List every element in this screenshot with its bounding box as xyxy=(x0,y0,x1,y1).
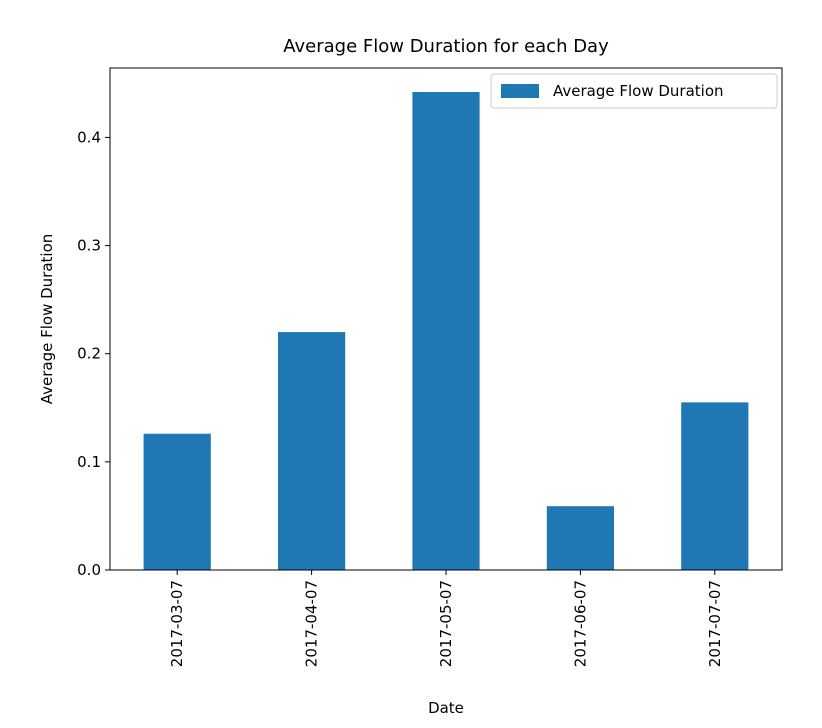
y-tick-label: 0.2 xyxy=(77,345,101,363)
x-tick-label: 2017-03-07 xyxy=(168,580,186,667)
x-tick-label: 2017-05-07 xyxy=(437,580,455,667)
y-tick-label: 0.3 xyxy=(77,237,101,255)
bar xyxy=(681,402,749,570)
x-tick-label: 2017-04-07 xyxy=(303,580,321,667)
y-axis-label: Average Flow Duration xyxy=(38,234,56,405)
chart-title: Average Flow Duration for each Day xyxy=(283,36,609,57)
bar xyxy=(546,506,614,570)
legend-swatch xyxy=(501,84,539,98)
legend-frame xyxy=(490,73,778,109)
x-tick-label: 2017-07-07 xyxy=(706,580,724,667)
plot-area: 0.0 0.1 0.2 0.3 0.4 2017-03-07 2017-04-07 2017-… xyxy=(77,67,783,667)
y-tick-label: 0.1 xyxy=(77,453,101,471)
bar xyxy=(278,332,346,570)
y-tick-label: 0.4 xyxy=(77,128,101,146)
legend-label: Average Flow Duration xyxy=(553,82,724,100)
bar xyxy=(412,92,480,570)
y-tick-label: 0.0 xyxy=(77,561,101,579)
x-tick-label: 2017-06-07 xyxy=(571,580,589,667)
bar xyxy=(143,433,211,570)
legend: Average Flow Duration xyxy=(490,73,778,109)
x-axis-label: Date xyxy=(428,699,464,717)
